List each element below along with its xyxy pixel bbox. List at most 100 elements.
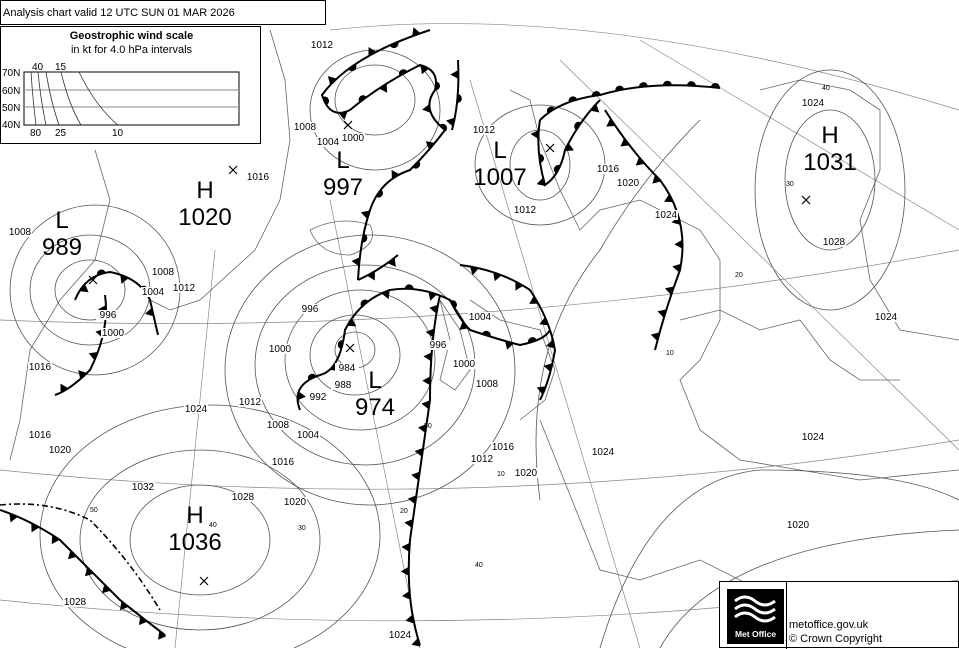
warm-front-semicircle-icon <box>404 284 414 290</box>
cold-front-triangle-icon <box>31 523 40 533</box>
isobar-label: 1012 <box>514 205 537 216</box>
cold-front-triangle-icon <box>590 103 600 113</box>
isobar-label-bg <box>298 304 322 314</box>
cold-front-triangle-icon <box>411 638 421 647</box>
isobar-label-bg <box>283 497 307 507</box>
cold-front-triangle-icon <box>67 550 77 560</box>
isobar-label: 1024 <box>802 432 825 443</box>
copyright: © Crown Copyright <box>789 633 883 645</box>
lat-40n: 40N <box>2 120 20 131</box>
cold-front-triangle-icon <box>469 266 479 276</box>
cold-front-triangle-icon <box>366 271 375 281</box>
cold-front-triangle-icon <box>450 69 459 79</box>
scale-top-15: 15 <box>55 62 67 73</box>
lat-70n: 70N <box>2 68 20 79</box>
isobar-label: 1000 <box>269 344 292 355</box>
pressure-centre-type: L <box>55 207 68 234</box>
cold-front-triangle-icon <box>674 239 683 249</box>
cold-front <box>604 109 684 351</box>
isobar-label-bg <box>426 340 450 350</box>
isobar-label: 1008 <box>294 122 317 133</box>
warm-front-semicircle-icon <box>375 189 383 198</box>
isobar-label-bg <box>8 227 32 237</box>
cold-front-triangle-icon <box>88 351 98 361</box>
isobar-label: 1008 <box>476 379 499 390</box>
stationary-front <box>0 503 161 611</box>
warm-front-semicircle-icon <box>686 81 696 86</box>
isobars <box>9 49 959 648</box>
isobar-label: 1016 <box>29 362 52 373</box>
cold-front-triangle-icon <box>539 317 549 326</box>
pressure-centre-value: 1036 <box>168 529 221 556</box>
isobar-label-bg <box>172 283 196 293</box>
isobar-label-bg <box>238 397 262 407</box>
centre-cross-icon <box>228 165 238 175</box>
chart-title: Analysis chart valid 12 UTC SUN 01 MAR 2… <box>3 7 235 19</box>
waves-icon <box>734 595 776 623</box>
isobar-label-bg <box>306 392 330 402</box>
cold-front-triangle-icon <box>418 424 427 433</box>
wind-scale-title: Geostrophic wind scale <box>69 30 194 42</box>
cold-front-triangle-icon <box>564 142 574 152</box>
warm-front-semicircle-icon <box>389 41 399 49</box>
isobar-label-bg <box>491 442 515 452</box>
warm-front-semicircle-icon <box>322 96 330 106</box>
isobar-label-bg <box>141 287 165 297</box>
isobar-label-bg <box>293 122 317 132</box>
isobar-label-bg <box>131 482 155 492</box>
isobar-label: 1012 <box>173 283 196 294</box>
isobar-label: 1012 <box>471 454 494 465</box>
cold-front-triangle-icon <box>351 257 360 267</box>
cold-front-triangle-icon <box>657 309 667 318</box>
latitude-label: 10 <box>497 471 505 478</box>
warm-front-semicircle-icon <box>568 96 578 103</box>
cold-front-triangle-icon <box>158 630 167 640</box>
isobar-label: 1012 <box>311 40 334 51</box>
warm-front-semicircle-icon <box>527 337 537 344</box>
warm-front-semicircle-icon <box>482 330 491 337</box>
warm-front-semicircle-icon <box>96 269 106 276</box>
isobar-label: 1024 <box>185 404 208 415</box>
cold-front-triangle-icon <box>51 534 60 545</box>
cold-front-triangle-icon <box>412 27 421 37</box>
isobar-label: 984 <box>339 363 356 374</box>
isobar-label-bg <box>468 312 492 322</box>
warm-front-semicircle-icon <box>358 95 367 103</box>
cold-front-triangle-icon <box>664 194 674 203</box>
occluded-front <box>320 29 447 281</box>
isobar-label: 1020 <box>617 178 640 189</box>
cold-front-triangle-icon <box>138 616 148 626</box>
cold-front-triangle-icon <box>671 216 681 225</box>
cold-front-triangle-icon <box>379 83 388 93</box>
isobar-label-bg <box>596 164 620 174</box>
cold-front <box>0 509 166 636</box>
website-link[interactable]: metoffice.gov.uk <box>789 619 869 631</box>
cold-front-triangle-icon <box>119 601 129 611</box>
pressure-centre-type: L <box>336 147 349 174</box>
cold-front-triangle-icon <box>606 118 616 127</box>
warm-front-semicircle-icon <box>615 85 625 92</box>
pressure-centre-type: L <box>493 137 506 164</box>
coastlines <box>9 29 959 601</box>
warm-front-semicircle-icon <box>307 373 317 381</box>
cold-front-triangle-icon <box>420 65 430 75</box>
cold-front-triangle-icon <box>297 391 306 401</box>
latitude-label: 20 <box>735 272 743 279</box>
warm-front-semicircle-icon <box>662 80 672 86</box>
isobar-label-bg <box>231 492 255 502</box>
cold-front-triangle-icon <box>504 340 514 350</box>
scale-top-40: 40 <box>32 62 44 73</box>
cold-front-triangle-icon <box>650 332 660 342</box>
isobar-label-bg <box>335 363 359 373</box>
cold-front-triangle-icon <box>515 281 524 291</box>
warm-front-semicircle-icon <box>361 233 368 243</box>
warm-front-semicircle-icon <box>412 160 421 169</box>
cold-front-triangle-icon <box>338 111 348 120</box>
isobar-label: 996 <box>100 310 117 321</box>
isobar-label-bg <box>591 447 615 457</box>
isobar-label: 1004 <box>317 137 340 148</box>
cold-front-triangle-icon <box>421 400 430 410</box>
isobar-label: 1024 <box>592 447 615 458</box>
warm-front-semicircle-icon <box>638 82 648 88</box>
